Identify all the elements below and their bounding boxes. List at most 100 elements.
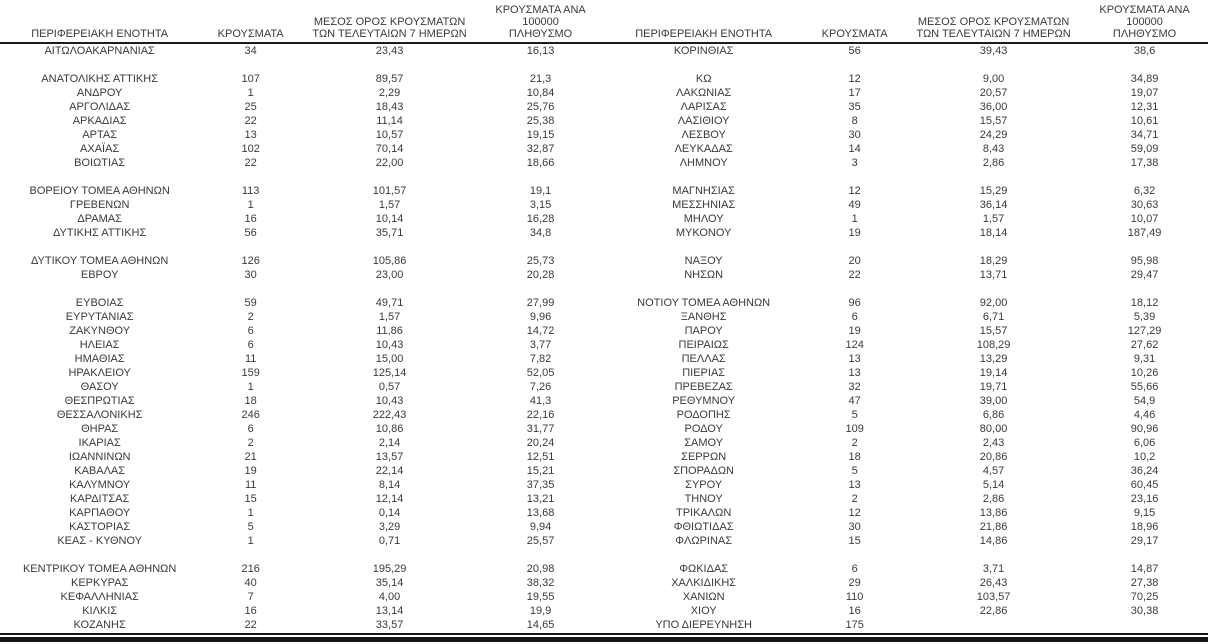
cell-cases: 96 xyxy=(848,297,861,309)
spacer-row xyxy=(604,170,1208,184)
cell-per-100k: 30,38 xyxy=(1130,605,1159,617)
cell-per-100k: 9,94 xyxy=(529,521,552,533)
table-row: ΑΡΚΑΔΙΑΣ 22 11,14 25,38 xyxy=(0,114,604,128)
cell-region: ΔΥΤΙΚΗΣ ΑΤΤΙΚΗΣ xyxy=(53,227,147,239)
cell-avg-7day: 5,14 xyxy=(982,479,1005,491)
cell-region: ΦΘΙΩΤΙΔΑΣ xyxy=(673,521,734,533)
cell-region: ΠΕΙΡΑΙΩΣ xyxy=(678,339,729,351)
cell-cases: 15 xyxy=(244,493,257,505)
cell-per-100k: 13,68 xyxy=(526,507,555,519)
header-per-100k: ΚΡΟΥΣΜΑΤΑ ΑΝΑ 100000 ΠΛΗΘΥΣΜΟ xyxy=(477,0,604,44)
cell-cases: 56 xyxy=(244,227,257,239)
cell-region: ΣΥΡΟΥ xyxy=(685,479,723,491)
cell-avg-7day: 0,57 xyxy=(378,381,401,393)
cell-per-100k: 27,38 xyxy=(1130,577,1159,589)
cell-per-100k: 9,31 xyxy=(1133,353,1156,365)
cell-region: ΑΧΑΪΑΣ xyxy=(80,143,120,155)
cell-cases: 20 xyxy=(848,255,861,267)
table-row: ΚΕΝΤΡΙΚΟΥ ΤΟΜΕΑ ΑΘΗΝΩΝ 216 195,29 20,98 xyxy=(0,562,604,576)
cell-region: ΛΑΣΙΘΙΟΥ xyxy=(677,115,730,127)
cell-per-100k: 70,25 xyxy=(1130,591,1159,603)
cell-per-100k: 32,87 xyxy=(526,143,555,155)
cell-avg-7day: 35,14 xyxy=(375,577,404,589)
cell-per-100k: 10,84 xyxy=(526,87,555,99)
cell-region: ΛΕΣΒΟΥ xyxy=(681,129,726,141)
cell-per-100k: 34,71 xyxy=(1130,129,1159,141)
cell-cases: 32 xyxy=(848,381,861,393)
cell-avg-7day: 2,43 xyxy=(982,437,1005,449)
cell-per-100k: 13,21 xyxy=(526,493,555,505)
cell-avg-7day: 18,43 xyxy=(375,101,404,113)
cell-cases: 22 xyxy=(244,619,257,631)
cell-cases: 5 xyxy=(851,465,858,477)
cell-per-100k: 60,45 xyxy=(1130,479,1159,491)
cell-per-100k: 29,47 xyxy=(1130,269,1159,281)
cell-region: ΕΥΡΥΤΑΝΙΑΣ xyxy=(65,311,134,323)
table-row: ΛΕΣΒΟΥ 30 24,29 34,71 xyxy=(604,128,1208,142)
cell-per-100k: 22,16 xyxy=(526,409,555,421)
cell-avg-7day: 3,71 xyxy=(982,563,1005,575)
cell-cases: 13 xyxy=(848,353,861,365)
cell-avg-7day: 13,86 xyxy=(979,507,1008,519)
cell-per-100k: 7,82 xyxy=(529,353,552,365)
cell-avg-7day: 22,14 xyxy=(375,465,404,477)
cell-cases: 113 xyxy=(241,185,260,197)
cell-region: ΠΑΡΟΥ xyxy=(684,325,723,337)
cell-cases: 246 xyxy=(241,409,260,421)
cell-per-100k: 9,96 xyxy=(529,311,552,323)
cell-region: ΝΗΣΩΝ xyxy=(684,269,724,281)
cell-cases: 11 xyxy=(244,353,257,365)
cell-cases: 13 xyxy=(848,479,861,491)
cell-cases: 175 xyxy=(845,619,864,631)
spacer-row xyxy=(604,58,1208,72)
cell-region: ΣΑΜΟΥ xyxy=(684,437,724,449)
cell-region: ΒΟΙΩΤΙΑΣ xyxy=(74,157,126,169)
cell-avg-7day: 2,86 xyxy=(982,157,1005,169)
cell-region: ΝΟΤΙΟΥ ΤΟΜΕΑ ΑΘΗΝΩΝ xyxy=(637,297,771,309)
cell-avg-7day: 1,57 xyxy=(378,199,401,211)
table-row: ΔΡΑΜΑΣ 16 10,14 16,28 xyxy=(0,212,604,226)
cell-avg-7day: 20,86 xyxy=(979,451,1008,463)
cell-per-100k: 25,76 xyxy=(526,101,555,113)
cell-cases: 2 xyxy=(247,437,254,449)
table-row: ΑΝΑΤΟΛΙΚΗΣ ΑΤΤΙΚΗΣ 107 89,57 21,3 xyxy=(0,72,604,86)
cell-avg-7day: 103,57 xyxy=(976,591,1011,603)
table-row: ΠΡΕΒΕΖΑΣ 32 19,71 55,66 xyxy=(604,380,1208,394)
cell-per-100k: 10,2 xyxy=(1133,451,1156,463)
cell-avg-7day: 9,00 xyxy=(982,73,1005,85)
cell-cases: 40 xyxy=(244,577,257,589)
cell-cases: 1 xyxy=(851,213,858,225)
cell-cases: 102 xyxy=(241,143,260,155)
cell-cases: 8 xyxy=(851,115,858,127)
table-row: ΚΑΛΥΜΝΟΥ 11 8,14 37,35 xyxy=(0,478,604,492)
cell-cases: 7 xyxy=(247,591,254,603)
cell-per-100k: 7,26 xyxy=(529,381,552,393)
table-row: ΣΑΜΟΥ 2 2,43 6,06 xyxy=(604,436,1208,450)
cell-region: ΚΕΑΣ - ΚΥΘΝΟΥ xyxy=(57,535,142,547)
cell-cases: 22 xyxy=(244,157,257,169)
cell-cases: 15 xyxy=(848,535,861,547)
table-row: ΚΑΡΔΙΤΣΑΣ 15 12,14 13,21 xyxy=(0,492,604,506)
cell-per-100k: 29,17 xyxy=(1130,535,1159,547)
cell-avg-7day: 39,00 xyxy=(979,395,1008,407)
cell-region: ΘΗΡΑΣ xyxy=(81,423,119,435)
table-body-left: ΑΙΤΩΛΟΑΚΑΡΝΑΝΙΑΣ 34 23,43 16,13 ΑΝΑΤΟΛΙΚΗΣ Α… xyxy=(0,43,604,632)
cell-per-100k: 41,3 xyxy=(529,395,552,407)
cell-cases: 1 xyxy=(247,535,254,547)
cell-region: ΑΡΓΟΛΙΔΑΣ xyxy=(69,101,131,113)
cell-per-100k: 20,98 xyxy=(526,563,555,575)
cell-avg-7day: 15,00 xyxy=(375,353,404,365)
cell-avg-7day: 18,29 xyxy=(979,255,1008,267)
cell-avg-7day: 12,14 xyxy=(375,493,404,505)
cell-avg-7day: 6,86 xyxy=(982,409,1005,421)
cell-cases: 6 xyxy=(247,325,254,337)
table-row: ΜΑΓΝΗΣΙΑΣ 12 15,29 6,32 xyxy=(604,184,1208,198)
table-row: ΒΟΙΩΤΙΑΣ 22 22,00 18,66 xyxy=(0,156,604,170)
cell-region: ΤΗΝΟΥ xyxy=(684,493,723,505)
table-row: ΤΡΙΚΑΛΩΝ 12 13,86 9,15 xyxy=(604,506,1208,520)
cell-per-100k: 19,1 xyxy=(529,185,552,197)
table-row: ΣΥΡΟΥ 13 5,14 60,45 xyxy=(604,478,1208,492)
cell-avg-7day: 1,57 xyxy=(378,311,401,323)
spacer-row xyxy=(604,282,1208,296)
regional-cases-table-right: ΠΕΡΙΦΕΡΕΙΑΚΗ ΕΝΟΤΗΤΑ ΚΡΟΥΣΜΑΤΑ ΜΕΣΟΣ ΟΡΟ… xyxy=(604,0,1208,632)
